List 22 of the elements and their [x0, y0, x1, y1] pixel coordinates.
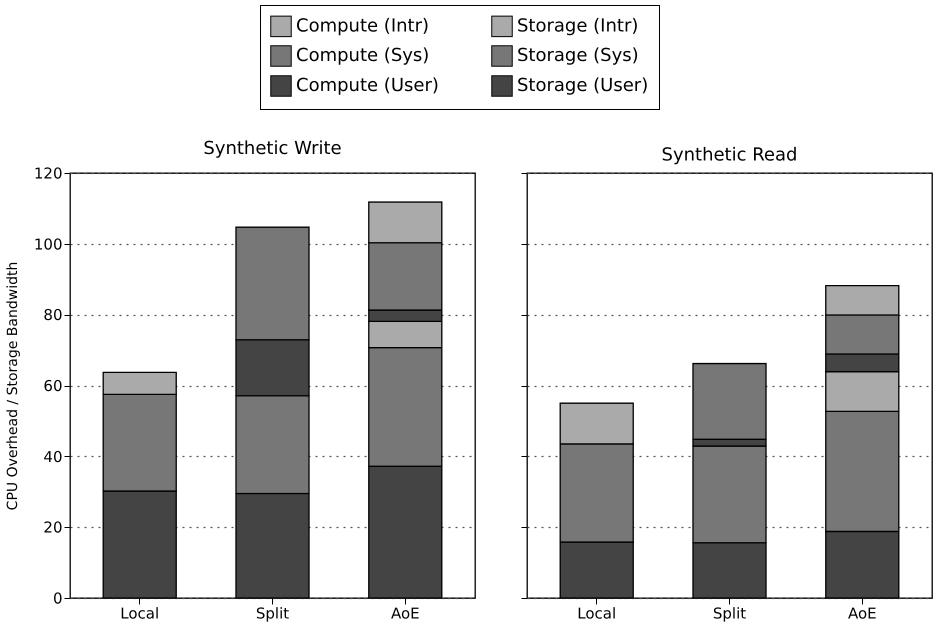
legend-label: Compute (User) [296, 75, 439, 96]
legend-label: Compute (Sys) [296, 45, 430, 66]
y-tick-label: 20 [43, 518, 62, 537]
y-tick-label: 100 [34, 235, 62, 254]
chart-title: Synthetic Write [203, 138, 342, 159]
x-tick-label: AoE [848, 604, 877, 622]
y-tick-label: 0 [52, 590, 62, 608]
legend-label: Storage (Intr) [517, 15, 638, 36]
x-tick-label: Local [120, 604, 160, 622]
chart-title: Synthetic Read [662, 144, 798, 166]
y-tick-label: 60 [43, 377, 62, 395]
legend-label: Storage (Sys) [517, 45, 639, 66]
x-tick-label: Split [712, 604, 746, 622]
y-tick-label: 80 [43, 306, 62, 324]
x-tick-label: Local [577, 604, 616, 622]
y-tick-label: 120 [34, 164, 62, 182]
x-tick-label: AoE [390, 604, 420, 622]
y-tick-label: 40 [43, 448, 62, 466]
x-tick-label: Split [256, 604, 290, 622]
legend-label: Compute (Intr) [296, 15, 430, 36]
legend-label: Storage (User) [517, 75, 648, 96]
y-axis-title: CPU Overhead / Storage Bandwidth [4, 262, 21, 510]
